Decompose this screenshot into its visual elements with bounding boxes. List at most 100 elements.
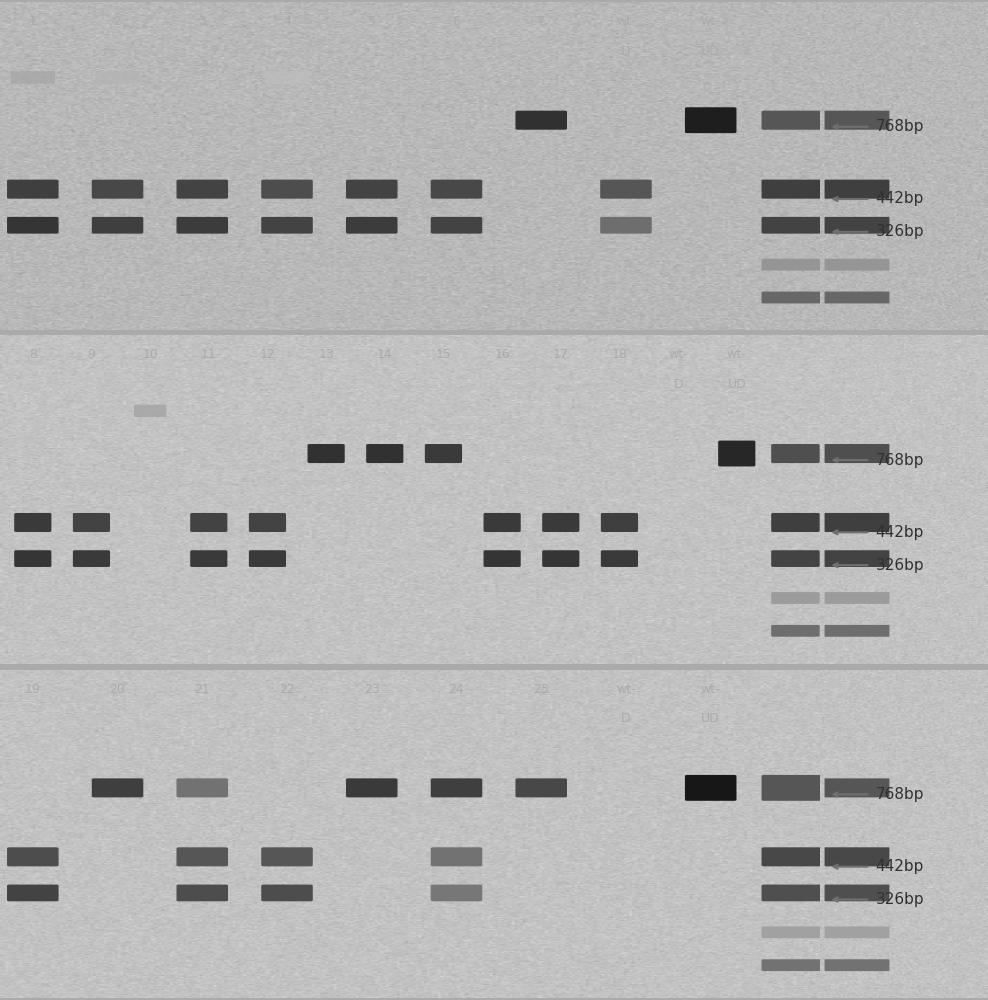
Text: wt-: wt- xyxy=(700,15,720,28)
FancyBboxPatch shape xyxy=(542,513,579,532)
Text: 12: 12 xyxy=(260,348,276,361)
FancyBboxPatch shape xyxy=(177,217,228,234)
FancyBboxPatch shape xyxy=(772,625,820,637)
Text: wt-: wt- xyxy=(668,348,688,361)
Text: 768bp: 768bp xyxy=(875,453,924,468)
FancyBboxPatch shape xyxy=(825,292,889,303)
Text: 326bp: 326bp xyxy=(875,224,924,239)
FancyBboxPatch shape xyxy=(762,217,829,234)
FancyBboxPatch shape xyxy=(261,217,313,234)
Text: 442bp: 442bp xyxy=(875,192,924,207)
Text: 3: 3 xyxy=(199,15,206,28)
FancyBboxPatch shape xyxy=(431,885,482,901)
FancyBboxPatch shape xyxy=(73,513,110,532)
FancyBboxPatch shape xyxy=(7,217,58,234)
FancyBboxPatch shape xyxy=(92,180,143,199)
Text: D: D xyxy=(621,45,630,58)
FancyBboxPatch shape xyxy=(92,217,143,234)
FancyBboxPatch shape xyxy=(825,847,889,866)
FancyBboxPatch shape xyxy=(261,180,313,199)
FancyBboxPatch shape xyxy=(7,847,58,866)
FancyBboxPatch shape xyxy=(73,550,110,567)
Text: 22: 22 xyxy=(280,683,294,696)
FancyBboxPatch shape xyxy=(825,180,889,199)
FancyBboxPatch shape xyxy=(600,217,652,234)
FancyBboxPatch shape xyxy=(177,847,228,866)
Text: 19: 19 xyxy=(25,683,41,696)
Text: wt-: wt- xyxy=(617,15,635,28)
FancyBboxPatch shape xyxy=(261,885,313,901)
Text: wt-: wt- xyxy=(727,348,747,361)
FancyBboxPatch shape xyxy=(772,513,820,532)
Text: 2: 2 xyxy=(114,15,122,28)
Text: 13: 13 xyxy=(318,348,334,361)
FancyBboxPatch shape xyxy=(134,405,166,417)
FancyBboxPatch shape xyxy=(762,292,829,303)
FancyBboxPatch shape xyxy=(516,111,567,130)
Text: 326bp: 326bp xyxy=(875,558,924,573)
Text: UD: UD xyxy=(701,712,720,725)
Text: 768bp: 768bp xyxy=(875,119,924,134)
FancyBboxPatch shape xyxy=(425,444,462,463)
FancyBboxPatch shape xyxy=(685,107,736,133)
FancyBboxPatch shape xyxy=(431,180,482,199)
FancyBboxPatch shape xyxy=(346,778,397,797)
FancyBboxPatch shape xyxy=(601,550,638,567)
Text: 17: 17 xyxy=(553,348,569,361)
Text: 25: 25 xyxy=(534,683,549,696)
Text: 18: 18 xyxy=(612,348,627,361)
FancyBboxPatch shape xyxy=(249,513,287,532)
FancyBboxPatch shape xyxy=(825,625,889,637)
Text: 5: 5 xyxy=(368,15,375,28)
Text: 442bp: 442bp xyxy=(875,859,924,874)
Text: 24: 24 xyxy=(449,683,464,696)
FancyBboxPatch shape xyxy=(92,778,143,797)
Text: D: D xyxy=(621,712,630,725)
FancyBboxPatch shape xyxy=(825,959,889,971)
FancyBboxPatch shape xyxy=(772,550,820,567)
FancyBboxPatch shape xyxy=(516,778,567,797)
Text: 1: 1 xyxy=(29,15,37,28)
Text: 11: 11 xyxy=(201,348,216,361)
FancyBboxPatch shape xyxy=(825,885,889,901)
Text: 326bp: 326bp xyxy=(875,892,924,907)
Text: 16: 16 xyxy=(494,348,510,361)
FancyBboxPatch shape xyxy=(14,513,51,532)
FancyBboxPatch shape xyxy=(762,847,829,866)
Text: 442bp: 442bp xyxy=(875,525,924,540)
FancyBboxPatch shape xyxy=(718,441,756,466)
Text: 15: 15 xyxy=(436,348,452,361)
FancyBboxPatch shape xyxy=(762,959,829,971)
FancyBboxPatch shape xyxy=(825,111,889,130)
FancyBboxPatch shape xyxy=(483,550,521,567)
FancyBboxPatch shape xyxy=(825,217,889,234)
FancyBboxPatch shape xyxy=(191,513,227,532)
FancyBboxPatch shape xyxy=(772,592,820,604)
Text: 14: 14 xyxy=(376,348,392,361)
FancyBboxPatch shape xyxy=(95,71,140,84)
FancyBboxPatch shape xyxy=(11,71,55,84)
Text: wt-: wt- xyxy=(700,683,720,696)
FancyBboxPatch shape xyxy=(7,885,58,901)
FancyBboxPatch shape xyxy=(261,847,313,866)
Text: 4: 4 xyxy=(284,15,290,28)
FancyBboxPatch shape xyxy=(762,926,829,938)
FancyBboxPatch shape xyxy=(762,775,829,801)
FancyBboxPatch shape xyxy=(825,550,889,567)
FancyBboxPatch shape xyxy=(177,778,228,797)
FancyBboxPatch shape xyxy=(191,550,227,567)
Text: 8: 8 xyxy=(29,348,37,361)
FancyBboxPatch shape xyxy=(177,885,228,901)
FancyBboxPatch shape xyxy=(431,778,482,797)
FancyBboxPatch shape xyxy=(685,775,736,801)
Text: 10: 10 xyxy=(142,348,158,361)
Text: 6: 6 xyxy=(453,15,460,28)
FancyBboxPatch shape xyxy=(825,778,889,797)
FancyBboxPatch shape xyxy=(265,71,309,84)
FancyBboxPatch shape xyxy=(825,259,889,271)
FancyBboxPatch shape xyxy=(431,847,482,866)
Text: 23: 23 xyxy=(364,683,379,696)
FancyBboxPatch shape xyxy=(367,444,403,463)
FancyBboxPatch shape xyxy=(14,550,51,567)
FancyBboxPatch shape xyxy=(762,180,829,199)
